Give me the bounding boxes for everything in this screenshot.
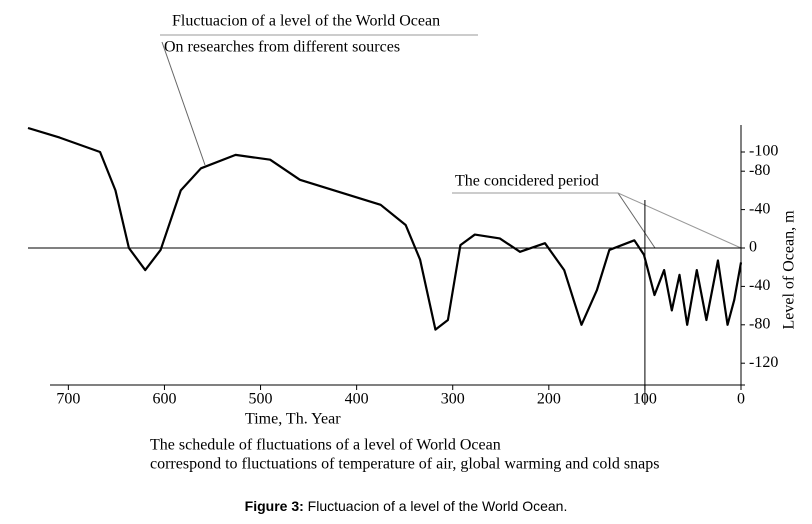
y-tick-label: -100 <box>749 143 778 160</box>
x-tick-label: 200 <box>537 391 561 408</box>
y-tick-label: -80 <box>749 162 770 179</box>
x-tick-label: 0 <box>737 391 745 408</box>
x-tick-label: 600 <box>152 391 176 408</box>
x-tick-label: 500 <box>249 391 273 408</box>
annotation: The concidered period <box>455 173 599 190</box>
figure-caption: Figure 3: Fluctuacion of a level of the … <box>245 498 568 514</box>
level-curve <box>27 126 743 331</box>
y-axis-label: Level of Ocean, m <box>781 210 798 330</box>
note-line: The schedule of fluctuations of a level … <box>150 437 501 454</box>
leader-line <box>617 192 656 249</box>
leader-line <box>161 41 206 166</box>
y-tick-label: -40 <box>749 277 770 294</box>
y-tick-label: -80 <box>749 315 770 332</box>
chart-subtitle: On researches from different sources <box>164 39 400 56</box>
caption-text: Fluctuacion of a level of the World Ocea… <box>308 498 568 514</box>
leader-line <box>617 192 742 249</box>
y-tick-label: -40 <box>749 200 770 217</box>
x-tick-label: 700 <box>56 391 80 408</box>
note-line: correspond to fluctuations of temperatur… <box>150 456 659 473</box>
x-axis-label: Time, Th. Year <box>245 411 341 428</box>
chart-title: Fluctuacion of a level of the World Ocea… <box>172 13 440 30</box>
x-tick-label: 300 <box>441 391 465 408</box>
y-tick-label: 0 <box>749 239 757 256</box>
x-tick-label: 400 <box>345 391 369 408</box>
caption-label: Figure 3: <box>245 498 304 514</box>
y-tick-label: -120 <box>749 354 778 371</box>
